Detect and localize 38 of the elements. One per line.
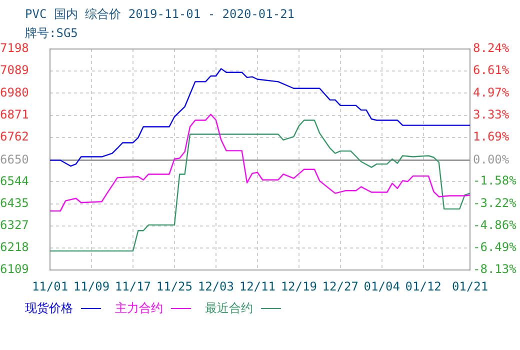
x-tick-label: 01/21 <box>452 279 488 294</box>
x-tick-label: 11/17 <box>114 279 152 294</box>
y2-tick-label: 8.24% <box>473 41 510 56</box>
y2-tick-label: 1.69% <box>473 130 510 144</box>
y2-tick-label: -8.13% <box>473 262 518 276</box>
y2-tick-label: 6.61% <box>473 63 510 78</box>
x-tick-label: 12/11 <box>239 279 276 294</box>
x-tick-label: 11/09 <box>73 279 110 294</box>
y-tick-label: 6109 <box>0 262 29 276</box>
x-tick-label: 01/12 <box>405 279 442 294</box>
y2-tick-label: 4.97% <box>473 85 510 100</box>
y-tick-label: 7198 <box>0 41 29 56</box>
x-tick-label: 12/27 <box>322 279 358 294</box>
x-tick-label: 11/01 <box>32 279 68 294</box>
y-tick-label: 6762 <box>0 130 29 144</box>
y2-tick-label: -3.22% <box>473 196 518 210</box>
legend-label: 最近合约 <box>205 300 253 317</box>
y-tick-label: 7089 <box>0 63 29 78</box>
y-tick-label: 6544 <box>0 174 29 188</box>
x-tick-label: 11/25 <box>156 279 193 294</box>
y2-tick-label: -1.58% <box>473 174 518 188</box>
y-tick-label: 6327 <box>0 218 29 232</box>
y-tick-label: 6871 <box>0 107 29 122</box>
y-tick-label: 6980 <box>0 85 29 100</box>
legend-label: 主力合约 <box>115 300 163 317</box>
chart-title: PVC 国内 综合价 2019-11-01 - 2020-01-21 <box>25 6 295 23</box>
legend-label: 现货价格 <box>25 300 73 317</box>
x-tick-label: 01/04 <box>364 279 400 294</box>
y2-tick-label: -6.49% <box>473 240 518 254</box>
y-tick-label: 6218 <box>0 240 29 254</box>
x-tick-label: 12/03 <box>198 279 234 294</box>
y2-tick-label: -4.86% <box>473 218 518 232</box>
chart-subtitle: 牌号:SG5 <box>25 25 78 42</box>
y2-tick-label: 3.33% <box>473 107 510 122</box>
y-tick-label: 6435 <box>0 196 29 210</box>
y-tick-label: 6650 <box>0 152 29 166</box>
y2-tick-label: 0.00% <box>473 152 510 166</box>
x-tick-label: 12/19 <box>280 279 317 294</box>
